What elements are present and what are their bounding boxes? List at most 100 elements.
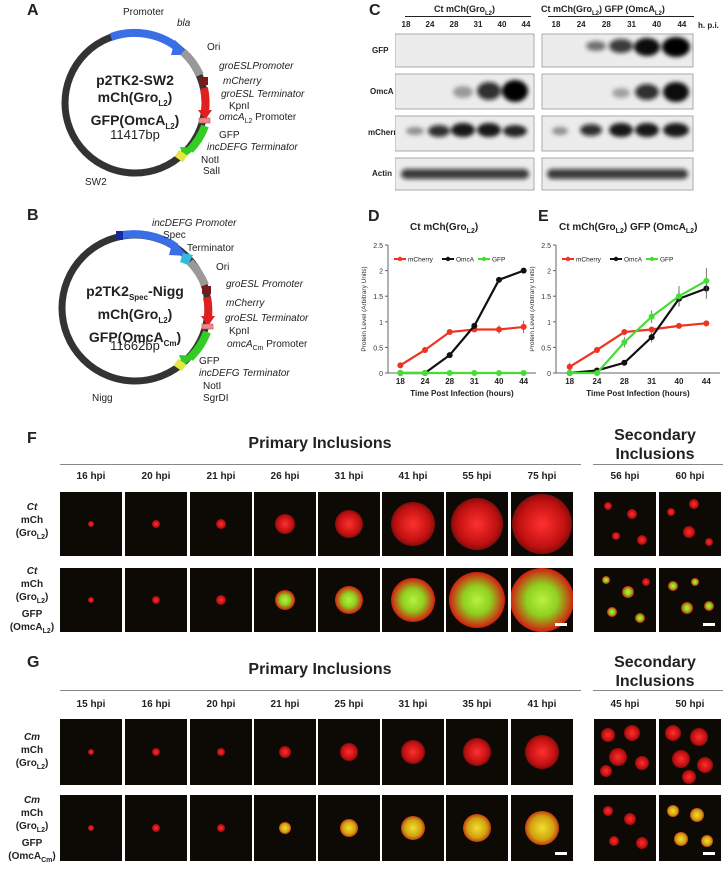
data-point <box>471 322 478 329</box>
spec-arrowhead <box>169 240 188 256</box>
series-line <box>400 269 525 375</box>
y-tick-label: 2 <box>379 269 383 276</box>
inclusion <box>683 526 695 538</box>
scale-bar <box>703 623 715 626</box>
micrograph-tile <box>594 719 656 785</box>
gel-row-mcherry: mCherry <box>368 128 401 137</box>
data-point <box>621 359 628 366</box>
inclusion <box>667 805 679 817</box>
micrograph-tile <box>659 568 721 632</box>
gel-lanes-1: 18 24 28 31 40 44 <box>396 20 536 29</box>
micrograph-tile <box>254 492 316 556</box>
data-point <box>496 276 502 283</box>
map-b-gfp: GFP <box>199 356 220 367</box>
micrograph-tile <box>318 795 380 861</box>
plasmid-map-a <box>61 28 212 177</box>
data-point <box>471 370 478 376</box>
scale-bar <box>703 852 715 855</box>
groesl-promoter-box <box>199 77 208 85</box>
map-b-title: p2TK2Spec-Nigg mCh(GroL2) GFP(OmcACm) <box>73 283 197 351</box>
map-a-sw2: SW2 <box>85 177 107 188</box>
panel-label-c: C <box>369 2 381 19</box>
data-point <box>422 370 428 376</box>
legend-marker <box>481 256 487 262</box>
map-a-title-line1: p2TK2-SW2 <box>96 72 174 88</box>
y-tick-label: 1.5 <box>541 294 551 301</box>
hpi-label: 15 hpi <box>76 699 106 710</box>
data-point <box>676 322 682 329</box>
hpi-label: 31 hpi <box>398 699 428 710</box>
micrograph-tile <box>382 795 444 861</box>
inclusion <box>279 822 291 834</box>
map-b-groesl-terminator: groESL Terminator <box>225 313 309 324</box>
map-b-terminator: Terminator <box>187 243 235 254</box>
incdefg-terminator-box <box>174 149 188 163</box>
inclusion <box>689 499 699 509</box>
inclusion <box>668 581 678 591</box>
y-tick-label: 0 <box>379 371 383 378</box>
micrograph-tile <box>318 568 380 632</box>
micrograph-tile <box>190 719 252 785</box>
micrograph-tile <box>254 795 316 861</box>
mcherry-arrowhead <box>198 110 212 120</box>
data-point <box>446 370 453 376</box>
inclusion <box>601 728 615 742</box>
inclusion <box>691 578 699 586</box>
series-line <box>399 325 524 367</box>
gel-lane-label: 31 <box>473 20 483 29</box>
micrograph-tile <box>125 719 187 785</box>
inclusion <box>512 494 572 554</box>
f-header-line-secondary <box>593 464 723 465</box>
f-header-line-primary <box>60 464 581 465</box>
x-axis-label: Time Post Infection (hours) <box>586 389 690 398</box>
chart-e: 0 0.5 1 1.5 2 2.5 18 24 28 31 40 44 Time Post Infect… <box>530 243 720 398</box>
f-secondary-line1: Secondary <box>614 427 696 444</box>
inclusion <box>624 725 640 741</box>
inclusion <box>642 578 650 586</box>
inclusion <box>279 746 291 758</box>
data-point <box>621 339 628 346</box>
micrograph-tile <box>382 568 444 632</box>
map-b-size: 11662bp <box>110 338 160 353</box>
data-point <box>621 329 628 336</box>
inclusion <box>88 597 94 603</box>
plasmid-map-b <box>58 230 215 385</box>
micrograph-tile <box>446 795 508 861</box>
panel-label-f: F <box>27 430 37 447</box>
mcherry-arrow <box>200 87 210 113</box>
chart-e-title: Ct mCh(GroL2) GFP (OmcAL2) <box>559 222 698 235</box>
mcherry-arrow-b <box>203 296 213 319</box>
map-b-groesl-promoter: groESL Promoter <box>226 279 304 290</box>
micrograph-tile <box>60 719 122 785</box>
map-a-title: p2TK2-SW2 mCh(GroL2) GFP(OmcAL2) <box>75 72 195 135</box>
gel-row-omca: OmcA <box>370 87 394 96</box>
panel-label-g: G <box>27 654 40 671</box>
inclusion <box>463 738 491 766</box>
gel-lane-label: 44 <box>677 20 687 29</box>
hpi-label: 41 hpi <box>398 471 428 482</box>
map-a-noti: NotI <box>201 155 220 166</box>
gel-lane-label: 28 <box>601 20 611 29</box>
inclusion <box>672 750 690 768</box>
gel-group2-label: Ct mCh(GroL2) GFP (OmcAL2) <box>541 4 665 17</box>
g-header-line-primary <box>60 690 581 691</box>
panel-label-b: B <box>27 207 39 224</box>
map-b-title-line1: p2TK2Spec-Nigg <box>86 283 184 302</box>
groesl-promoter-box-b <box>202 286 211 294</box>
map-b-sgrdi: SgrDI <box>203 393 229 404</box>
g-image-row-1 <box>0 719 725 785</box>
micrograph-tile <box>254 568 316 632</box>
scale-bar <box>555 623 567 626</box>
inclusion <box>705 538 713 546</box>
x-tick-label: 18 <box>565 377 574 386</box>
map-a-incdefg-terminator: incDEFG Terminator <box>207 142 298 153</box>
y-tick-label: 0 <box>547 371 551 378</box>
hpi-label: 21 hpi <box>270 699 300 710</box>
micrograph-tile <box>446 492 508 556</box>
g-secondary-line1: Secondary <box>614 654 696 671</box>
inclusion <box>88 825 94 831</box>
inclusion <box>674 832 688 846</box>
map-a-bla: bla <box>177 18 191 29</box>
inclusion <box>335 510 363 538</box>
gel-lanes-2: 18 24 28 31 40 44 <box>546 20 692 29</box>
